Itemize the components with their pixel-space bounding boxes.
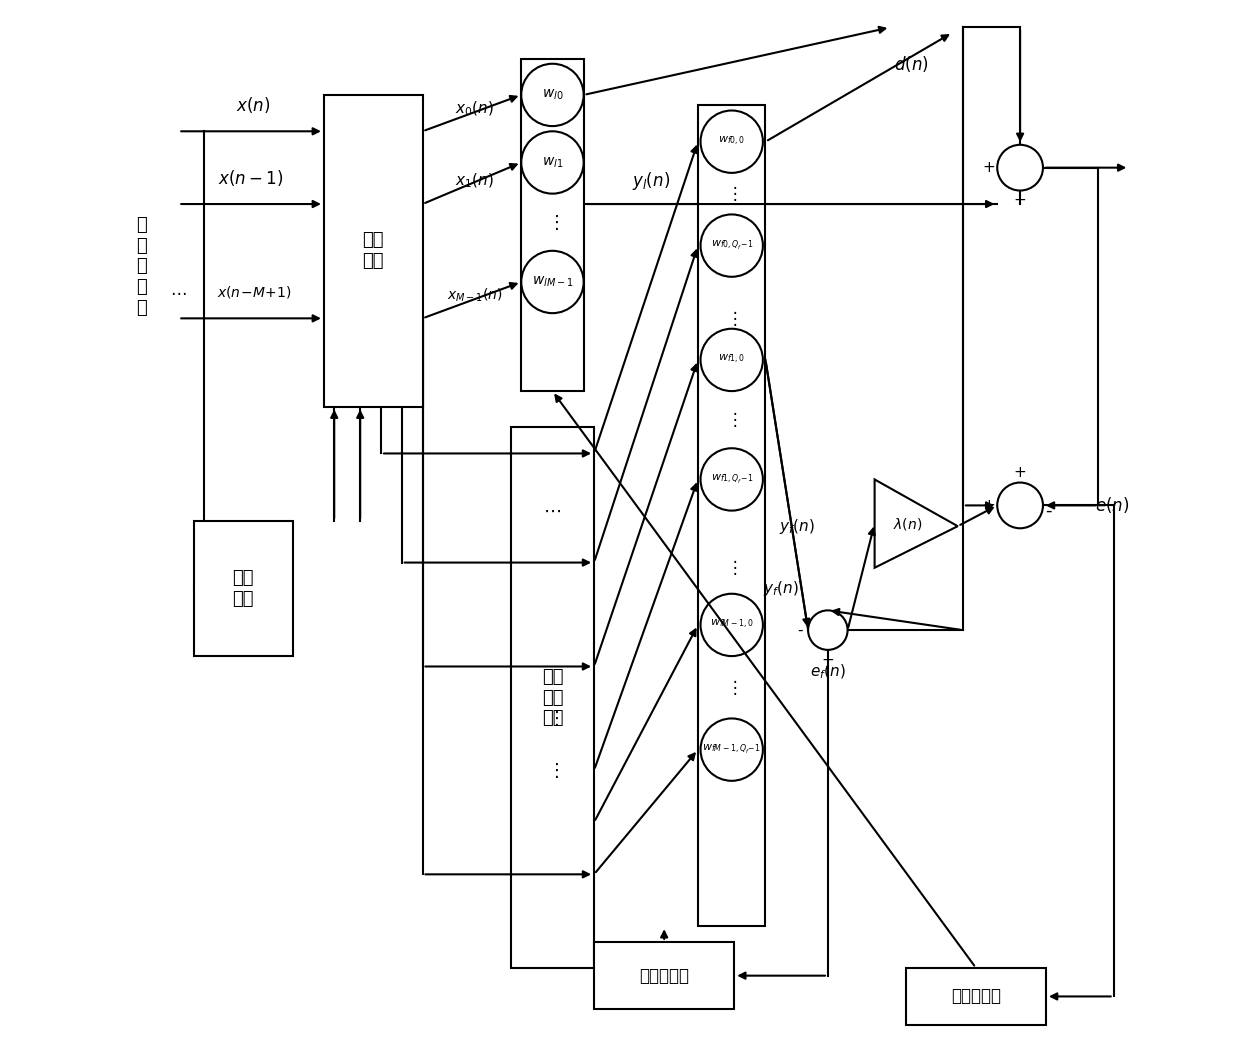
- Text: $\vdots$: $\vdots$: [547, 213, 558, 231]
- Text: +: +: [1014, 194, 1027, 208]
- Text: $e_f(n)$: $e_f(n)$: [810, 663, 846, 680]
- Text: $\vdots$: $\vdots$: [727, 559, 738, 577]
- Text: $x(n-1)$: $x(n-1)$: [218, 168, 284, 188]
- Text: $x(n)$: $x(n)$: [236, 95, 270, 116]
- Circle shape: [997, 482, 1043, 528]
- Text: +: +: [1014, 465, 1027, 479]
- Circle shape: [808, 611, 848, 650]
- Text: $\vdots$: $\vdots$: [727, 308, 738, 328]
- Text: $w_{l1}$: $w_{l1}$: [542, 155, 563, 170]
- Circle shape: [701, 215, 763, 277]
- Text: $\lambda(n)$: $\lambda(n)$: [893, 517, 923, 532]
- Bar: [698, 105, 765, 926]
- Text: $w_{fM-1,0}$: $w_{fM-1,0}$: [711, 618, 754, 631]
- Text: $\cdots$: $\cdots$: [543, 501, 562, 520]
- Bar: [511, 427, 594, 968]
- Circle shape: [521, 64, 584, 126]
- Text: $e(n)$: $e(n)$: [1095, 495, 1130, 516]
- Circle shape: [701, 328, 763, 391]
- Text: 时延
估计: 时延 估计: [233, 569, 254, 607]
- Text: $w_{f1,0}$: $w_{f1,0}$: [718, 353, 745, 367]
- Bar: [594, 942, 734, 1010]
- Text: $\cdots$: $\cdots$: [170, 283, 187, 301]
- Text: $x(n\!-\!M\!+\!1)$: $x(n\!-\!M\!+\!1)$: [217, 284, 291, 300]
- Circle shape: [521, 131, 584, 194]
- Text: $y_f(n)$: $y_f(n)$: [763, 579, 799, 598]
- Text: 自适应算法: 自适应算法: [951, 988, 1001, 1006]
- Circle shape: [521, 251, 584, 314]
- Circle shape: [997, 145, 1043, 191]
- Text: $\vdots$: $\vdots$: [727, 677, 738, 697]
- Text: $w_{f1,Q_f\!-\!1}$: $w_{f1,Q_f\!-\!1}$: [711, 473, 753, 486]
- Text: 时延
补唇: 时延 补唇: [362, 231, 384, 270]
- Text: $w_{lM-1}$: $w_{lM-1}$: [532, 275, 573, 290]
- Text: $w_{f0,0}$: $w_{f0,0}$: [718, 135, 745, 148]
- Text: 麦
克
风
阵
列: 麦 克 风 阵 列: [136, 216, 148, 317]
- Text: $y_l(n)$: $y_l(n)$: [632, 170, 671, 192]
- Text: $\vdots$: $\vdots$: [727, 411, 738, 429]
- Text: +: +: [982, 498, 996, 513]
- Circle shape: [701, 718, 763, 780]
- Text: -: -: [797, 623, 802, 638]
- Text: $\vdots$: $\vdots$: [727, 184, 738, 203]
- Circle shape: [701, 594, 763, 656]
- Text: $y_f(n)$: $y_f(n)$: [779, 517, 815, 536]
- Text: $w_{l0}$: $w_{l0}$: [542, 88, 563, 102]
- Text: +: +: [821, 652, 835, 668]
- Text: $\vdots$: $\vdots$: [547, 761, 558, 779]
- Bar: [905, 968, 1047, 1025]
- Text: 三角
函数
扩展: 三角 函数 扩展: [542, 668, 563, 727]
- Text: $x_0(n)$: $x_0(n)$: [455, 99, 494, 118]
- Text: $x_1(n)$: $x_1(n)$: [455, 172, 494, 191]
- Polygon shape: [874, 479, 957, 568]
- Text: -: -: [1045, 501, 1052, 520]
- Text: 自适应算法: 自适应算法: [639, 967, 689, 985]
- Bar: [324, 95, 423, 406]
- Circle shape: [701, 448, 763, 511]
- Bar: [193, 521, 293, 656]
- Bar: [521, 58, 584, 391]
- Text: $\vdots$: $\vdots$: [547, 709, 558, 728]
- Text: $w_{fM-1,Q_f\!-\!1}$: $w_{fM-1,Q_f\!-\!1}$: [702, 743, 761, 756]
- Circle shape: [701, 110, 763, 173]
- Text: +: +: [982, 160, 996, 175]
- Text: $w_{f0,Q_f\!-\!1}$: $w_{f0,Q_f\!-\!1}$: [711, 239, 753, 252]
- Text: $d(n)$: $d(n)$: [894, 54, 929, 74]
- Text: $x_{M-1}(n)$: $x_{M-1}(n)$: [446, 287, 502, 304]
